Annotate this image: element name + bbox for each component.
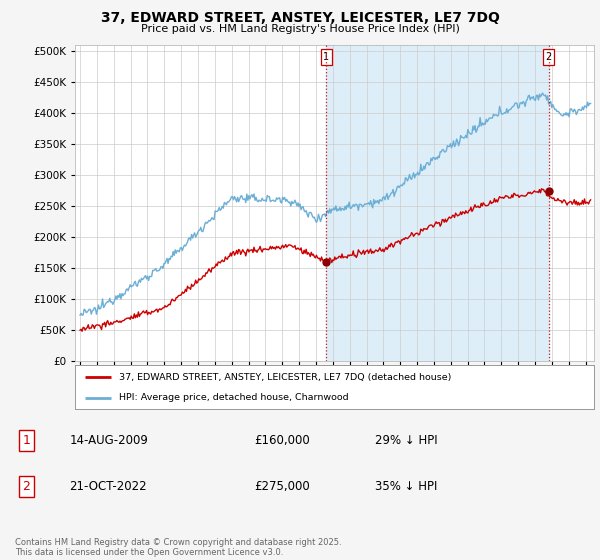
Text: 37, EDWARD STREET, ANSTEY, LEICESTER, LE7 7DQ (detached house): 37, EDWARD STREET, ANSTEY, LEICESTER, LE…: [119, 373, 451, 382]
Text: 1: 1: [22, 434, 31, 447]
Text: £160,000: £160,000: [254, 434, 310, 447]
Text: Price paid vs. HM Land Registry's House Price Index (HPI): Price paid vs. HM Land Registry's House …: [140, 24, 460, 34]
Text: £275,000: £275,000: [254, 480, 310, 493]
Text: 2: 2: [545, 52, 551, 62]
Text: HPI: Average price, detached house, Charnwood: HPI: Average price, detached house, Char…: [119, 393, 349, 403]
Text: 2: 2: [22, 480, 31, 493]
Text: 1: 1: [323, 52, 329, 62]
Text: 35% ↓ HPI: 35% ↓ HPI: [375, 480, 437, 493]
Text: 29% ↓ HPI: 29% ↓ HPI: [375, 434, 437, 447]
Text: Contains HM Land Registry data © Crown copyright and database right 2025.
This d: Contains HM Land Registry data © Crown c…: [15, 538, 341, 557]
Bar: [326, 45, 548, 361]
Text: 37, EDWARD STREET, ANSTEY, LEICESTER, LE7 7DQ: 37, EDWARD STREET, ANSTEY, LEICESTER, LE…: [101, 11, 499, 25]
Text: 14-AUG-2009: 14-AUG-2009: [70, 434, 148, 447]
Text: 21-OCT-2022: 21-OCT-2022: [70, 480, 147, 493]
